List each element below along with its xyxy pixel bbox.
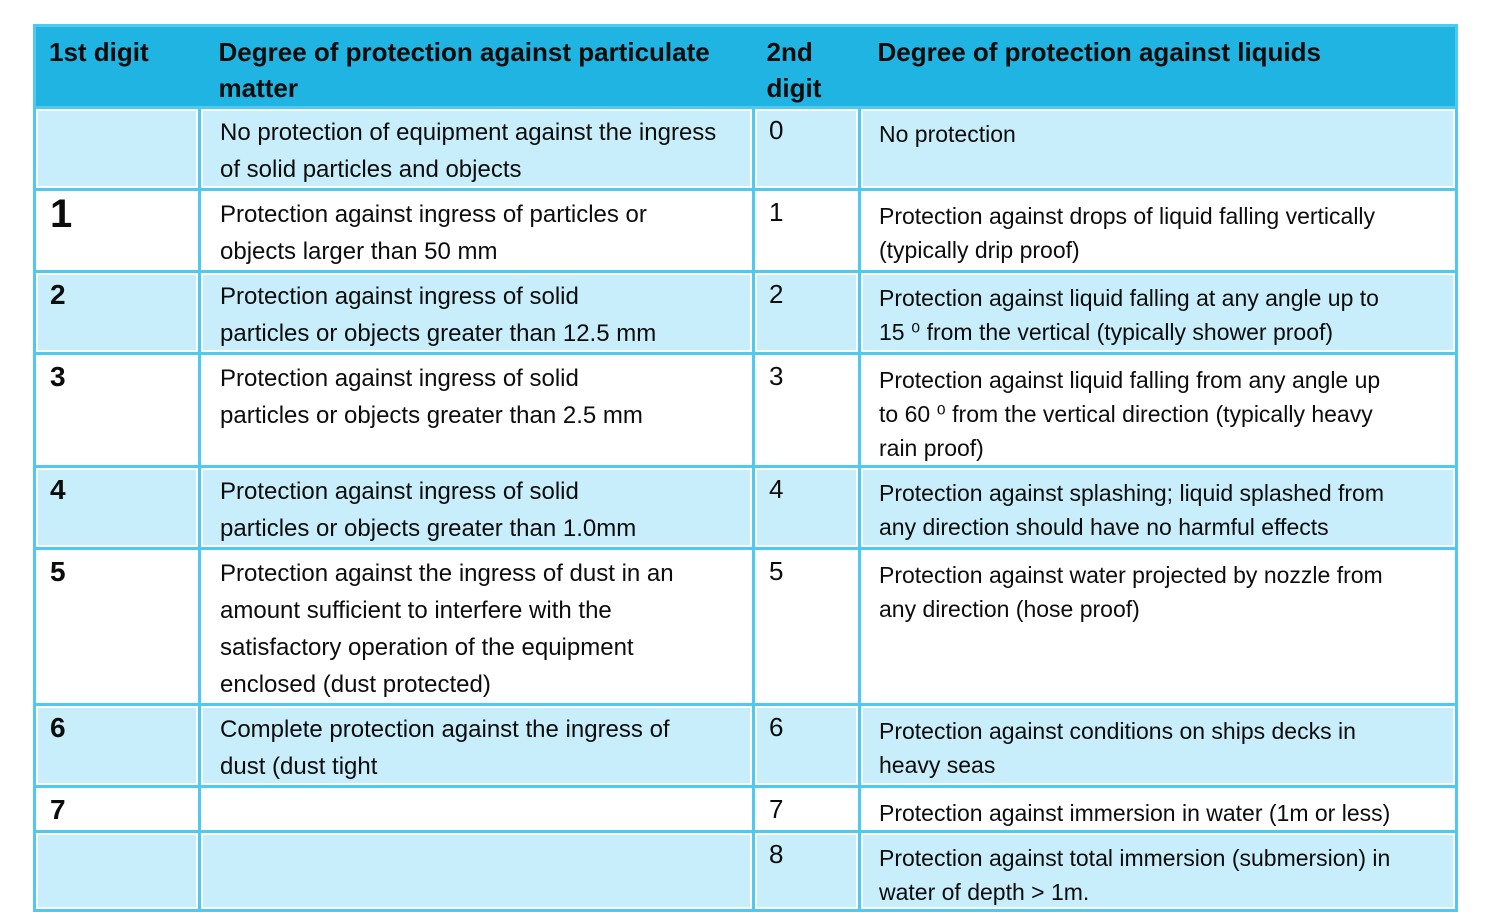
second-digit-cell: 8 (752, 830, 861, 912)
liquids-cell: Protection against drops of liquid falli… (858, 188, 1458, 273)
table-row: 8 Protection against total immersion (su… (33, 830, 1458, 912)
table-row: No protection of equipment against the i… (33, 106, 1458, 191)
liquids-cell: No protection (858, 106, 1458, 191)
particulate-cell: Protection against the ingress of dust i… (198, 547, 755, 706)
table-row: 4 Protection against ingress of solid pa… (33, 465, 1458, 550)
table-row: 5 Protection against the ingress of dust… (33, 547, 1458, 706)
liquids-cell: Protection against liquid falling from a… (858, 352, 1458, 468)
first-digit-cell: 3 (33, 352, 201, 468)
first-digit-cell: 5 (33, 547, 201, 706)
liquids-cell: Protection against splashing; liquid spl… (858, 465, 1458, 550)
table-row: 2 Protection against ingress of solid pa… (33, 270, 1458, 355)
first-digit-cell: 6 (33, 703, 201, 788)
table-row: 7 7 Protection against immersion in wate… (33, 785, 1458, 833)
particulate-cell: Protection against ingress of particles … (198, 188, 755, 273)
table-row: 6 Complete protection against the ingres… (33, 703, 1458, 788)
first-digit-cell (33, 830, 201, 912)
header-row: 1st digit Degree of protection against p… (34, 25, 1457, 108)
second-digit-cell: 4 (752, 465, 861, 550)
first-digit-cell: 7 (33, 785, 201, 833)
second-digit-cell: 3 (752, 352, 861, 468)
second-digit-cell: 0 (752, 106, 861, 191)
second-digit-cell: 7 (752, 785, 861, 833)
liquids-cell: Protection against immersion in water (1… (858, 785, 1458, 833)
liquids-cell: Protection against conditions on ships d… (858, 703, 1458, 788)
header-first-digit: 1st digit (34, 25, 200, 108)
first-digit-cell (33, 106, 201, 191)
first-digit-cell: 2 (33, 270, 201, 355)
second-digit-cell: 6 (752, 703, 861, 788)
particulate-cell: No protection of equipment against the i… (198, 106, 755, 191)
second-digit-cell: 5 (752, 547, 861, 706)
ip-rating-table: 1st digit Degree of protection against p… (33, 24, 1458, 912)
particulate-cell: Protection against ingress of solid part… (198, 270, 755, 355)
liquids-cell: Protection against water projected by no… (858, 547, 1458, 706)
particulate-cell: Protection against ingress of solid part… (198, 465, 755, 550)
first-digit-cell: 4 (33, 465, 201, 550)
table-row: 3 Protection against ingress of solid pa… (33, 352, 1458, 468)
table-row: 1 Protection against ingress of particle… (33, 188, 1458, 273)
second-digit-cell: 1 (752, 188, 861, 273)
header-second-digit: 2nd digit (753, 25, 860, 108)
particulate-cell (198, 830, 755, 912)
liquids-cell: Protection against liquid falling at any… (858, 270, 1458, 355)
first-digit-cell: 1 (33, 188, 201, 273)
ip-protection-table: 1st digit Degree of protection against p… (33, 24, 1458, 912)
particulate-cell: Protection against ingress of solid part… (198, 352, 755, 468)
second-digit-cell: 2 (752, 270, 861, 355)
header-particulate: Degree of protection against particulate… (199, 25, 754, 108)
particulate-cell: Complete protection against the ingress … (198, 703, 755, 788)
liquids-cell: Protection against total immersion (subm… (858, 830, 1458, 912)
header-liquids: Degree of protection against liquids (859, 25, 1457, 108)
particulate-cell (198, 785, 755, 833)
